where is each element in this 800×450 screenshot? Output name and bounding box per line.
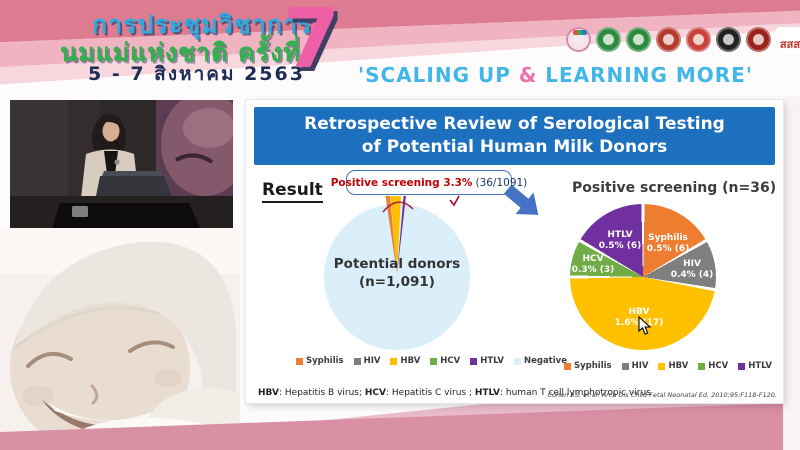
- presenter-scene: [10, 100, 233, 228]
- slide-title-bar: Retrospective Review of Serological Test…: [254, 107, 775, 165]
- legend-label-negative: Negative: [523, 356, 567, 366]
- legend-swatch-hbv: [658, 362, 666, 370]
- legend-label-hbv: HBV: [400, 356, 421, 366]
- legend-label-htlv: HTLV: [480, 356, 504, 366]
- legend-item: HIV: [621, 361, 649, 371]
- legend-swatch-syphilis: [296, 357, 303, 365]
- legend-label-hiv: HIV: [631, 361, 649, 371]
- footnote-abbr-hbv: HBV: [258, 388, 279, 398]
- legend-label-syphilis: Syphilis: [306, 356, 344, 366]
- callout-pointer-tick: [449, 195, 460, 207]
- mouse-cursor-icon: [638, 316, 652, 335]
- legend-item: HBV: [658, 361, 688, 371]
- legend-right: Syphilis HIV HBV HCV HTLV: [564, 361, 772, 371]
- pie-label-htlv: HTLV 0.5% (6): [599, 230, 642, 253]
- legend-swatch-htlv: [470, 357, 478, 365]
- positive-screening-pie: Syphilis 0.5% (6) HIV 0.4% (4) HBV 1.6% …: [570, 204, 716, 350]
- legend-item: Syphilis: [296, 356, 344, 366]
- positive-screening-callout: Positive screening 3.3% (36/1091): [331, 170, 527, 195]
- legend-swatch-hiv: [621, 362, 629, 370]
- edition-number: 7: [283, 0, 341, 87]
- green-medical-seal-1-icon: [596, 27, 621, 52]
- potential-donors-line2: (n=1,091): [359, 273, 435, 290]
- royal-college-crest-icon: [686, 27, 711, 52]
- right-margin-strip: [783, 96, 800, 450]
- legend-swatch-hcv: [698, 362, 706, 370]
- pie-label-hcv-name: HCV: [582, 253, 604, 264]
- slogan-open: 'SCALING UP: [358, 63, 519, 87]
- pie-label-hcv-value: 0.3% (3): [571, 265, 615, 275]
- legend-label-syphilis: Syphilis: [574, 361, 612, 371]
- slogan-close: LEARNING MORE': [537, 63, 753, 87]
- baby-photo: [0, 228, 270, 450]
- legend-item: Syphilis: [564, 361, 612, 371]
- legend-swatch-hcv: [430, 357, 438, 365]
- legend-item: HCV: [430, 356, 460, 366]
- arrow-right-down-icon: [503, 186, 539, 215]
- legend-item: Negative: [513, 356, 567, 366]
- pie-label-hcv: HCV 0.3% (3): [572, 254, 615, 277]
- legend-label-hcv: HCV: [440, 356, 461, 366]
- legend-item: HIV: [353, 356, 381, 366]
- pie-label-hiv-value: 0.4% (4): [670, 270, 714, 280]
- presentation-slide: Retrospective Review of Serological Test…: [246, 100, 783, 403]
- footnote-abbr-htlv: HTLV: [474, 388, 500, 398]
- abbreviation-footnote: HBV: Hepatitis B virus; HCV: Hepatitis C…: [258, 388, 651, 398]
- footnote-def-hbv: : Hepatitis B virus;: [279, 388, 365, 398]
- legend-item: HBV: [390, 356, 420, 366]
- sponsor-logos: สสส: [566, 27, 800, 52]
- legend-item: HTLV: [738, 361, 772, 371]
- footnote-def-hcv: : Hepatitis C virus ;: [386, 388, 475, 398]
- conference-title-line1: การประชุมวิชาการ: [92, 10, 313, 39]
- green-medical-seal-2-icon: [626, 27, 651, 52]
- legend-swatch-hbv: [390, 357, 398, 365]
- pie-label-htlv-value: 0.5% (6): [598, 241, 642, 251]
- callout-highlight: Positive screening 3.3%: [330, 176, 473, 189]
- positive-screening-title: Positive screening (n=36): [572, 180, 777, 196]
- legend-item: HTLV: [470, 356, 504, 366]
- dark-red-seal-icon: [746, 27, 771, 52]
- legend-left: Syphilis HIV HBV HCV HTLV Negative: [296, 356, 567, 366]
- black-university-seal-icon: [716, 27, 741, 52]
- pie-label-hbv-name: HBV: [628, 306, 650, 317]
- legend-item: HCV: [698, 361, 728, 371]
- legend-label-htlv: HTLV: [748, 361, 772, 371]
- thai-health-sss-logo-icon: สสส: [776, 27, 800, 52]
- potential-donors-pie: Potential donors (n=1,091): [324, 196, 470, 350]
- result-heading: Result: [262, 180, 323, 203]
- footnote-def-htlv: : human T cell lymphotropic virus: [500, 388, 651, 398]
- royal-red-emblem-icon: [656, 27, 681, 52]
- presenter-video: [10, 100, 233, 228]
- potential-donors-line1: Potential donors: [333, 256, 461, 272]
- conference-title-line2: นมแม่แห่งชาติ ครั้งที่: [60, 38, 301, 67]
- conference-slogan: 'SCALING UP & LEARNING MORE': [358, 63, 753, 87]
- conference-date: 5 - 7 สิงหาคม 2563: [88, 63, 305, 85]
- pie-label-syphilis: Syphilis 0.5% (6): [647, 233, 690, 256]
- pie-label-hiv: HIV 0.4% (4): [671, 259, 714, 282]
- positive-sliver: [382, 196, 414, 274]
- legend-label-hcv: HCV: [708, 361, 729, 371]
- footnote-abbr-hcv: HCV: [364, 388, 386, 398]
- legend-swatch-negative: [513, 357, 521, 365]
- conference-banner: การประชุมวิชาการ นมแม่แห่งชาติ ครั้งที่ …: [0, 0, 800, 96]
- citation: Cohen RS, et al. Arch Dis Child Fetal Ne…: [547, 391, 777, 399]
- slide-title-text: Retrospective Review of Serological Test…: [304, 114, 725, 157]
- baby-illustration: [0, 228, 270, 450]
- pie-label-syphilis-name: Syphilis: [648, 232, 688, 243]
- pie-label-hiv-name: HIV: [683, 258, 701, 269]
- legend-swatch-syphilis: [564, 362, 571, 370]
- callout-detail: (36/1091): [475, 176, 528, 189]
- pie-label-htlv-name: HTLV: [607, 229, 633, 240]
- legend-swatch-hiv: [353, 357, 361, 365]
- pie-label-syphilis-value: 0.5% (6): [646, 244, 690, 254]
- slogan-ampersand: &: [518, 63, 538, 87]
- legend-label-hbv: HBV: [668, 361, 689, 371]
- legend-swatch-htlv: [738, 362, 746, 370]
- potential-donors-label: Potential donors (n=1,091): [324, 256, 470, 291]
- legend-label-hiv: HIV: [363, 356, 381, 366]
